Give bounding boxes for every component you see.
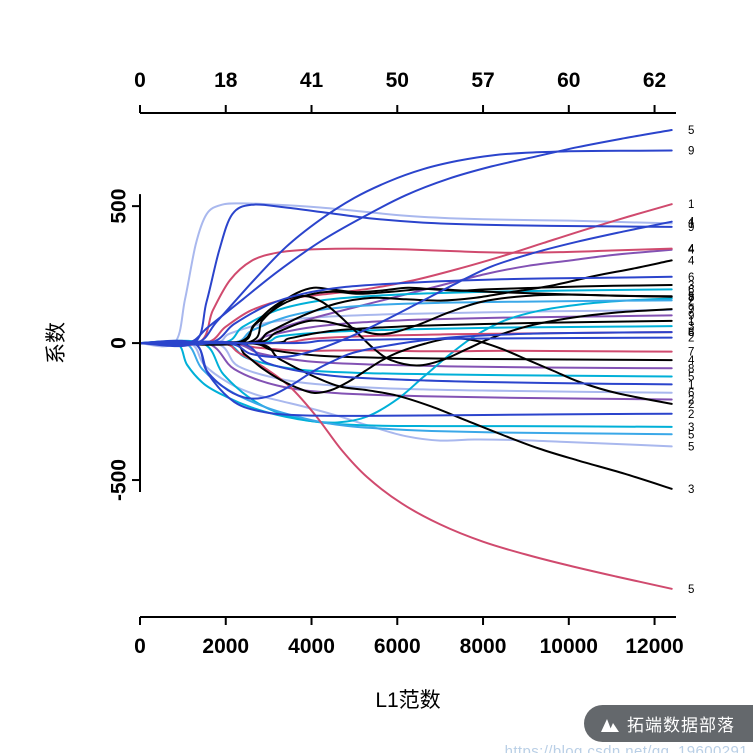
svg-text:8: 8	[688, 327, 694, 339]
svg-text:0: 0	[134, 635, 146, 658]
x-axis-title: L1范数	[375, 689, 441, 712]
series-path-27	[139, 293, 673, 345]
series-path-35	[139, 340, 673, 386]
svg-text:2: 2	[688, 395, 694, 407]
svg-text:3: 3	[688, 280, 694, 292]
series-path-25	[139, 294, 673, 367]
svg-text:2: 2	[688, 399, 694, 411]
svg-text:2: 2	[688, 409, 694, 421]
series-path-0	[139, 202, 673, 348]
svg-text:2: 2	[688, 333, 694, 345]
series-path-3	[139, 340, 673, 448]
svg-text:50: 50	[386, 69, 409, 92]
series-path-14	[139, 340, 673, 436]
series-path-30	[139, 149, 673, 346]
svg-text:3: 3	[688, 321, 694, 333]
axis-tick-labels: 0 0 2000 18 4000 41 6000 50 8000 57 10000 60 12000 62…	[108, 69, 684, 658]
series-path-13	[139, 299, 673, 345]
y-axis-title: 系数	[45, 322, 68, 364]
mountain-logo-icon	[601, 718, 619, 732]
svg-text:41: 41	[300, 69, 324, 92]
series-path-16	[139, 247, 673, 347]
svg-text:9: 9	[688, 222, 694, 234]
svg-text:3: 3	[688, 484, 694, 496]
svg-text:9: 9	[688, 146, 694, 158]
svg-text:2000: 2000	[202, 635, 249, 658]
svg-text:6: 6	[688, 388, 694, 400]
svg-text:4: 4	[688, 245, 695, 257]
series-paths	[139, 129, 673, 590]
svg-text:8000: 8000	[460, 635, 507, 658]
svg-text:5: 5	[688, 429, 694, 441]
svg-text:1: 1	[688, 316, 694, 328]
svg-text:5: 5	[688, 291, 694, 303]
svg-text:57: 57	[471, 69, 494, 92]
svg-text:1: 1	[688, 199, 694, 211]
svg-text:4: 4	[688, 244, 695, 256]
series-path-37	[139, 331, 673, 400]
svg-text:4000: 4000	[288, 635, 335, 658]
svg-text:3: 3	[688, 422, 694, 434]
series-path-1	[139, 308, 673, 345]
svg-text:5: 5	[688, 441, 694, 453]
svg-text:0: 0	[108, 337, 131, 349]
svg-text:9: 9	[688, 310, 694, 322]
series-path-8	[139, 288, 673, 346]
series-path-26	[139, 337, 673, 405]
svg-text:5: 5	[688, 372, 694, 384]
svg-text:6: 6	[688, 284, 694, 296]
svg-text:5: 5	[688, 584, 694, 596]
series-path-28	[139, 284, 673, 346]
svg-text:7: 7	[688, 305, 694, 317]
svg-text:10000: 10000	[540, 635, 598, 658]
svg-text:6: 6	[688, 272, 694, 284]
svg-text:6: 6	[688, 327, 694, 339]
svg-text:4: 4	[688, 255, 695, 267]
svg-text:6000: 6000	[374, 635, 421, 658]
series-path-34	[139, 336, 673, 345]
svg-text:60: 60	[557, 69, 580, 92]
series-path-15	[139, 203, 673, 346]
svg-text:4: 4	[688, 355, 695, 367]
svg-text:500: 500	[108, 189, 131, 224]
svg-text:5: 5	[688, 125, 694, 137]
svg-text:-500: -500	[108, 459, 131, 501]
svg-text:7: 7	[688, 347, 694, 359]
axes	[132, 105, 676, 625]
series-path-24	[139, 340, 673, 490]
svg-text:18: 18	[214, 69, 238, 92]
svg-text:8: 8	[688, 363, 694, 375]
series-path-31	[139, 203, 673, 348]
svg-text:2: 2	[688, 295, 694, 307]
watermark-url: https://blog.csdn.net/qq_19600291	[504, 743, 748, 753]
svg-text:1: 1	[688, 218, 694, 230]
series-path-19	[139, 341, 673, 590]
svg-text:62: 62	[643, 69, 666, 92]
watermark-badge: 拓端数据部落	[584, 705, 753, 742]
svg-text:9: 9	[688, 304, 694, 316]
svg-text:8: 8	[688, 292, 694, 304]
svg-text:1: 1	[688, 379, 694, 391]
svg-text:4: 4	[688, 217, 695, 229]
series-path-33	[139, 275, 673, 346]
svg-text:0: 0	[134, 69, 146, 92]
series-path-29	[139, 129, 673, 346]
svg-text:12000: 12000	[625, 635, 683, 658]
svg-text:7: 7	[688, 293, 694, 305]
watermark-text: 拓端数据部落	[627, 716, 735, 735]
series-path-32	[139, 220, 673, 359]
series-path-6	[139, 340, 673, 401]
